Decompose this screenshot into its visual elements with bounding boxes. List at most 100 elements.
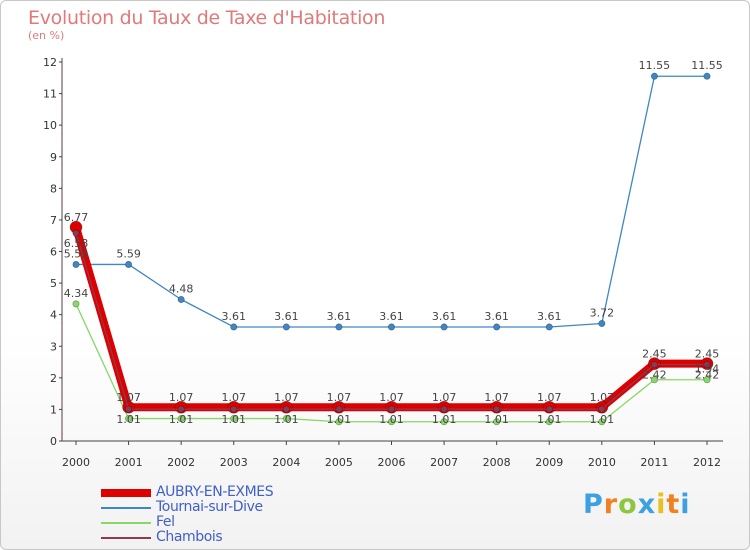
y-tick-label: 0 xyxy=(50,435,57,448)
data-point-tournai-sur-dive xyxy=(493,323,501,331)
y-tick-label: 7 xyxy=(50,214,57,227)
y-minor-tick xyxy=(61,242,63,245)
data-label-chambois: 6.58 xyxy=(64,237,89,250)
y-minor-tick xyxy=(61,116,63,119)
y-minor-tick xyxy=(61,305,63,308)
data-point-chambois xyxy=(335,405,343,413)
data-label-tournai-sur-dive: 3.61 xyxy=(327,310,352,323)
x-tick-label: 2008 xyxy=(483,456,511,469)
logo-letter: t xyxy=(666,489,681,520)
y-minor-tick xyxy=(61,203,63,205)
legend-swatch-tournai-sur-dive xyxy=(101,507,151,509)
data-point-fel xyxy=(545,418,553,426)
chart-unit: (en %) xyxy=(28,29,65,42)
data-point-chambois xyxy=(125,405,133,413)
data-label-tournai-sur-dive: 3.61 xyxy=(222,310,247,323)
data-label-chambois: 1.01 xyxy=(169,413,194,426)
y-minor-tick xyxy=(61,69,63,71)
data-point-fel xyxy=(230,415,238,423)
data-label-aubry-en-exmes: 1.07 xyxy=(537,391,562,404)
data-label-tournai-sur-dive: 3.61 xyxy=(274,310,299,323)
legend-label-chambois: Chambois xyxy=(156,529,223,545)
logo-letter: r xyxy=(603,489,619,520)
y-minor-tick xyxy=(61,290,63,292)
y-minor-tick xyxy=(61,353,63,355)
data-point-tournai-sur-dive xyxy=(72,260,80,268)
y-minor-tick xyxy=(61,195,63,198)
x-tick-label: 2010 xyxy=(588,456,616,469)
data-label-chambois: 1.01 xyxy=(537,413,562,426)
data-label-tournai-sur-dive: 3.61 xyxy=(484,310,509,323)
data-label-chambois: 1.01 xyxy=(222,413,247,426)
data-label-aubry-en-exmes: 1.07 xyxy=(484,391,509,404)
legend-label-tournai-sur-dive: Tournai-sur-Dive xyxy=(156,499,263,515)
data-point-tournai-sur-dive xyxy=(440,323,448,331)
data-point-tournai-sur-dive xyxy=(650,72,658,80)
data-point-tournai-sur-dive xyxy=(545,323,553,331)
data-point-chambois xyxy=(545,405,553,413)
y-minor-tick xyxy=(61,321,63,324)
data-label-fel: 4.34 xyxy=(64,287,89,300)
y-minor-tick xyxy=(61,100,63,103)
data-label-chambois: 1.01 xyxy=(116,413,141,426)
y-tick-label: 6 xyxy=(50,246,57,259)
y-minor-tick xyxy=(61,369,63,371)
data-label-aubry-en-exmes: 1.07 xyxy=(432,391,457,404)
data-label-chambois: 1.01 xyxy=(379,413,404,426)
x-tick-label: 2003 xyxy=(220,456,248,469)
data-point-fel xyxy=(598,418,606,426)
x-tick-label: 2012 xyxy=(693,456,721,469)
y-minor-tick xyxy=(61,337,63,340)
data-point-fel xyxy=(703,376,711,384)
data-label-chambois: 2.42 xyxy=(695,369,720,382)
data-point-fel xyxy=(72,300,80,308)
data-point-fel xyxy=(282,415,290,423)
data-label-chambois: 1.01 xyxy=(590,413,615,426)
y-minor-tick xyxy=(61,140,63,142)
x-tick-label: 2007 xyxy=(430,456,458,469)
data-point-tournai-sur-dive xyxy=(335,323,343,331)
data-point-fel xyxy=(125,415,133,423)
data-label-tournai-sur-dive: 11.55 xyxy=(639,59,671,72)
legend-label-fel: Fel xyxy=(156,514,175,530)
data-label-tournai-sur-dive: 3.61 xyxy=(537,310,562,323)
y-minor-tick xyxy=(61,171,63,174)
y-minor-tick xyxy=(61,132,63,134)
data-label-aubry-en-exmes: 1.07 xyxy=(327,391,352,404)
y-minor-tick xyxy=(61,148,63,150)
data-point-tournai-sur-dive xyxy=(703,72,711,80)
legend-swatch-fel xyxy=(101,522,151,524)
x-tick-label: 2001 xyxy=(115,456,143,469)
data-label-fel: 1.94 xyxy=(695,363,720,376)
data-label-chambois: 1.01 xyxy=(327,413,352,426)
data-label-aubry-en-exmes: 2.45 xyxy=(695,348,720,361)
data-point-chambois xyxy=(703,361,711,369)
data-point-chambois xyxy=(177,405,185,413)
y-minor-tick xyxy=(61,274,63,276)
data-point-fel xyxy=(335,418,343,426)
data-labels-layer: 5.59 5.59 4.48 3.61 3.61 3.61 3.61 3.61 3.61 3.61… xyxy=(64,59,723,426)
data-label-aubry-en-exmes: 1.07 xyxy=(379,391,404,404)
data-point-chambois xyxy=(650,361,658,369)
data-label-aubry-en-exmes: 1.07 xyxy=(169,391,194,404)
data-label-tournai-sur-dive: 5.59 xyxy=(116,247,141,260)
logo-letter: x xyxy=(637,489,657,520)
y-tick-label: 4 xyxy=(50,309,57,322)
y-minor-tick xyxy=(61,400,63,403)
logo-letter: P xyxy=(583,489,604,520)
data-point-fel xyxy=(650,376,658,384)
y-minor-tick xyxy=(61,84,63,87)
y-minor-tick xyxy=(61,298,63,300)
y-tick-label: 8 xyxy=(50,182,57,195)
data-point-chambois xyxy=(493,405,501,413)
data-label-tournai-sur-dive: 3.61 xyxy=(432,310,457,323)
data-point-fel xyxy=(177,415,185,423)
data-label-tournai-sur-dive: 3.72 xyxy=(590,307,615,320)
legend-swatch-chambois xyxy=(101,537,151,539)
data-label-aubry-en-exmes: 1.07 xyxy=(222,391,247,404)
y-minor-tick xyxy=(61,76,63,79)
y-tick-label: 10 xyxy=(43,119,57,132)
